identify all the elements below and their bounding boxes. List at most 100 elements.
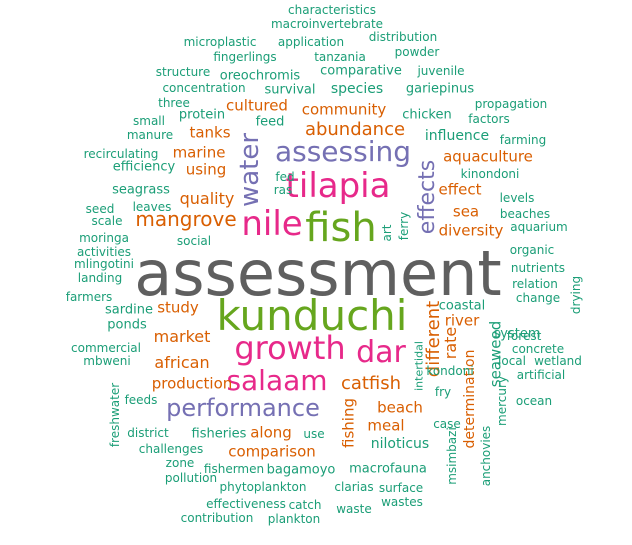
word-macrofauna: macrofauna — [349, 461, 427, 477]
word-oreochromis: oreochromis — [219, 68, 301, 84]
word-concrete: concrete — [511, 342, 565, 356]
word-use: use — [303, 427, 325, 441]
word-farming: farming — [499, 133, 547, 147]
word-fingerlings: fingerlings — [213, 50, 277, 64]
word-propagation: propagation — [474, 97, 548, 111]
word-abundance: abundance — [304, 119, 406, 140]
word-community: community — [301, 100, 387, 119]
word-nutrients: nutrients — [510, 261, 566, 275]
word-manure: manure — [126, 128, 174, 142]
word-sea: sea — [452, 202, 480, 221]
word-meal: meal — [367, 416, 405, 435]
word-ras: ras — [273, 183, 293, 197]
word-catch: catch — [288, 498, 322, 512]
word-mangrove: mangrove — [135, 207, 237, 231]
word-structure: structure — [155, 65, 211, 79]
word-artificial: artificial — [516, 368, 566, 382]
word-mercury: mercury — [495, 376, 509, 426]
word-landing: landing — [77, 271, 123, 285]
word-mlingotini: mlingotini — [74, 257, 134, 271]
word-ponds: ponds — [107, 317, 147, 333]
word-sardine: sardine — [105, 302, 153, 318]
word-cultured: cultured — [226, 96, 288, 115]
word-application: application — [277, 35, 345, 49]
word-fishermen: fishermen — [203, 462, 265, 476]
word-coastal: coastal — [438, 298, 486, 314]
word-farmers: farmers — [65, 290, 113, 304]
word-water: water — [235, 132, 265, 208]
word-effectiveness: effectiveness — [206, 497, 286, 511]
word-tilapia: tilapia — [285, 166, 391, 206]
word-powder: powder — [394, 45, 440, 59]
word-influence: influence — [424, 128, 490, 144]
word-wetland: wetland — [534, 354, 582, 368]
word-drying: drying — [569, 275, 583, 315]
word-case: case — [433, 417, 461, 431]
word-juvenile: juvenile — [417, 64, 465, 78]
word-pollution: pollution — [164, 471, 218, 485]
word-plankton: plankton — [267, 512, 321, 526]
word-fish: fish — [305, 205, 377, 251]
word-seed: seed — [85, 202, 115, 216]
word-beaches: beaches — [499, 207, 551, 221]
word-fed: fed — [275, 170, 295, 184]
word-survival: survival — [264, 82, 316, 98]
word-macroinvertebrate: macroinvertebrate — [270, 17, 384, 31]
word-nile: nile — [241, 204, 303, 244]
word-factors: factors — [468, 112, 510, 126]
word-diversity: diversity — [438, 221, 504, 240]
word-art: art — [380, 224, 394, 242]
word-zone: zone — [165, 456, 195, 470]
word-african: african — [154, 353, 210, 372]
word-kinondoni: kinondoni — [460, 167, 520, 181]
word-commercial: commercial — [71, 341, 141, 355]
word-levels: levels — [499, 191, 535, 205]
word-kondoni: kondoni — [426, 364, 474, 378]
word-bagamoyo: bagamoyo — [266, 462, 336, 478]
word-rate: rate — [441, 326, 460, 360]
word-clarias: clarias — [334, 480, 374, 494]
word-niloticus: niloticus — [370, 436, 430, 452]
word-challenges: challenges — [138, 442, 204, 456]
word-dar: dar — [356, 335, 406, 370]
word-msimbazi: msimbazi — [445, 427, 459, 485]
word-fry: fry — [434, 385, 452, 399]
word-efficiency: efficiency — [112, 159, 176, 175]
word-social: social — [176, 234, 212, 248]
word-growth: growth — [234, 329, 346, 367]
word-chicken: chicken — [402, 107, 452, 123]
word-catfish: catfish — [340, 373, 402, 394]
word-characteristics: characteristics — [288, 3, 376, 17]
word-waste: waste — [336, 502, 372, 516]
word-three: three — [158, 96, 190, 110]
word-kunduchi: kunduchi — [216, 291, 408, 340]
word-quality: quality — [179, 189, 235, 208]
word-species: species — [330, 81, 384, 97]
word-mbweni: mbweni — [83, 354, 131, 368]
word-tanks: tanks — [189, 123, 231, 142]
word-fishing: fishing — [339, 398, 358, 448]
word-river: river — [444, 311, 480, 330]
word-freshwater: freshwater — [108, 382, 122, 448]
word-gariepinus: gariepinus — [405, 81, 475, 97]
word-fisheries: fisheries — [191, 426, 247, 442]
word-study: study — [157, 298, 199, 317]
word-anchovies: anchovies — [479, 425, 493, 487]
word-effects: effects — [415, 159, 440, 235]
word-activities: activities — [76, 245, 132, 259]
word-using: using — [185, 160, 227, 179]
word-district: district — [127, 426, 169, 440]
word-recirculating: recirculating — [83, 147, 159, 161]
word-tanzania: tanzania — [314, 50, 366, 64]
word-effect: effect — [438, 180, 482, 199]
word-salaam: salaam — [226, 364, 328, 397]
word-intertidal: intertidal — [412, 341, 426, 391]
word-microplastic: microplastic — [183, 35, 257, 49]
word-protein: protein — [178, 107, 226, 123]
word-assessment: assessment — [134, 237, 502, 310]
word-aquarium: aquarium — [510, 220, 568, 234]
word-local: local — [498, 354, 526, 368]
word-performance: performance — [166, 394, 320, 422]
word-beach: beach — [377, 398, 423, 417]
